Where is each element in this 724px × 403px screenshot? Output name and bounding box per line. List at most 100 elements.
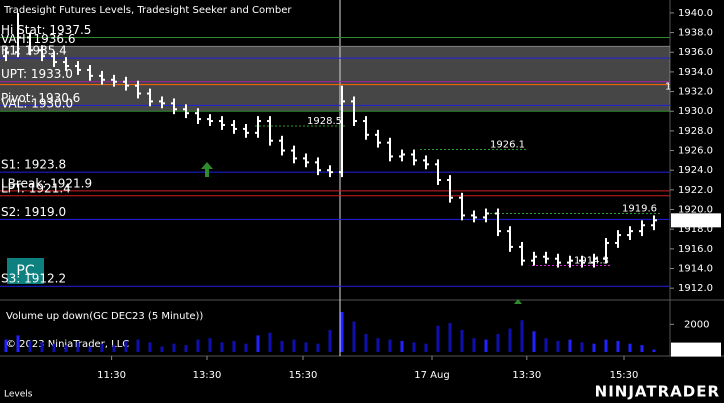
volume-bar bbox=[460, 329, 464, 352]
volume-bar bbox=[40, 342, 44, 352]
last-price-label: 1918.9 bbox=[680, 215, 715, 226]
marker-label: 1928.5 bbox=[307, 116, 342, 127]
y-tick-label: 1932.0 bbox=[678, 87, 713, 98]
volume-bar bbox=[316, 343, 320, 352]
y-tick-label: 1928.0 bbox=[678, 126, 713, 137]
volume-bar bbox=[496, 334, 500, 352]
volume-bar bbox=[28, 340, 32, 352]
arrow-up bbox=[201, 162, 213, 177]
volume-bar bbox=[292, 339, 296, 352]
volume-bar bbox=[640, 345, 644, 352]
volume-bar bbox=[100, 343, 104, 352]
volume-bar bbox=[256, 335, 260, 352]
volume-bar bbox=[508, 328, 512, 352]
pc-button-label[interactable]: PC bbox=[16, 263, 34, 279]
y-tick-label: 1940.0 bbox=[678, 8, 713, 19]
volume-bar bbox=[340, 311, 344, 352]
level-label: S2: 1919.0 bbox=[1, 205, 66, 219]
y-tick-label: 1912.0 bbox=[678, 283, 713, 294]
level-label: VAH: 1936.6 bbox=[1, 32, 76, 46]
volume-bar bbox=[268, 332, 272, 352]
level-label: VAL: 1930.0 bbox=[1, 97, 73, 111]
volume-bar bbox=[112, 345, 116, 352]
volume-bar bbox=[556, 340, 560, 352]
volume-bar bbox=[172, 343, 176, 352]
volume-bar bbox=[4, 339, 8, 352]
y-tick-label: 1924.0 bbox=[678, 165, 713, 176]
chart-title: Tradesight Futures Levels, Tradesight Se… bbox=[3, 5, 292, 16]
volume-bar bbox=[64, 345, 68, 352]
marker-label: 1914.3 bbox=[574, 256, 609, 267]
volume-bar bbox=[472, 338, 476, 352]
y-tick-label: 2000 bbox=[684, 319, 709, 330]
y-tick-label: 1936.0 bbox=[678, 47, 713, 58]
y-tick-label: 1918.0 bbox=[678, 224, 713, 235]
volume-bar bbox=[568, 339, 572, 352]
volume-bar bbox=[76, 342, 80, 352]
volume-bar bbox=[328, 329, 332, 352]
y-tick-label: 1930.0 bbox=[678, 106, 713, 117]
volume-bar bbox=[388, 339, 392, 352]
volume-bar bbox=[280, 340, 284, 352]
volume-bar bbox=[184, 345, 188, 352]
volume-bar bbox=[580, 342, 584, 352]
level-label: UPT: 1933.0 bbox=[1, 67, 73, 81]
level-label: 1 bbox=[665, 82, 671, 93]
volume-bar bbox=[208, 338, 212, 352]
y-tick-label: 1926.0 bbox=[678, 146, 713, 157]
volume-bar bbox=[232, 340, 236, 352]
y-tick-label: 1938.0 bbox=[678, 28, 713, 39]
level-label: S3: 1912.2 bbox=[1, 272, 66, 286]
level-label: Pivot: 1930.6 bbox=[1, 91, 80, 105]
volume-title: Volume up down(GC DEC23 (5 Minute)) bbox=[6, 311, 203, 322]
copyright: © 2023 NinjaTrader, LLC bbox=[6, 339, 129, 350]
y-tick-label: 1934.0 bbox=[678, 67, 713, 78]
brand-logo: NINJATRADER bbox=[595, 383, 720, 401]
y-tick-label: 1914.0 bbox=[678, 264, 713, 275]
volume-bar bbox=[412, 342, 416, 352]
x-tick-label: 13:30 bbox=[193, 370, 222, 381]
value-area bbox=[0, 46, 670, 112]
volume-bar bbox=[628, 343, 632, 352]
volume-bar bbox=[400, 340, 404, 352]
x-tick-label: 15:30 bbox=[610, 370, 639, 381]
volume-bar bbox=[52, 343, 56, 352]
volume-bar bbox=[544, 338, 548, 352]
volume-bar bbox=[520, 320, 524, 352]
arrow-up bbox=[514, 299, 522, 304]
volume-bar bbox=[616, 340, 620, 352]
volume-bar bbox=[652, 349, 656, 352]
marker-label: 1926.1 bbox=[490, 140, 525, 151]
y-tick-label: 1920.0 bbox=[678, 205, 713, 216]
y-tick-label: 1922.0 bbox=[678, 185, 713, 196]
volume-bar bbox=[196, 339, 200, 352]
last-volume-box bbox=[671, 342, 721, 357]
level-label: S1: 1923.8 bbox=[1, 158, 66, 172]
y-tick-label: 1916.0 bbox=[678, 244, 713, 255]
volume-bar bbox=[304, 342, 308, 352]
volume-bar bbox=[376, 338, 380, 352]
volume-bar bbox=[484, 339, 488, 352]
volume-bar bbox=[436, 325, 440, 352]
volume-bar bbox=[244, 343, 248, 352]
x-tick-label: 13:30 bbox=[512, 370, 541, 381]
volume-bar bbox=[124, 340, 128, 352]
volume-bar bbox=[352, 321, 356, 352]
level-label: R1: 1935.4 bbox=[1, 44, 67, 58]
x-tick-label: 17 Aug bbox=[414, 370, 449, 381]
pc-button[interactable] bbox=[7, 258, 44, 284]
volume-bar bbox=[148, 342, 152, 352]
level-label: LPT: 1921.4 bbox=[1, 181, 71, 195]
volume-bar bbox=[364, 334, 368, 352]
level-label: LBreak: 1921.9 bbox=[1, 176, 92, 190]
volume-bar bbox=[592, 343, 596, 352]
x-tick-label: 11:30 bbox=[97, 370, 126, 381]
tab-label[interactable]: Levels bbox=[4, 390, 33, 400]
volume-bar bbox=[532, 331, 536, 352]
volume-bar bbox=[220, 342, 224, 352]
x-tick-label: 15:30 bbox=[289, 370, 318, 381]
volume-bar bbox=[448, 322, 452, 352]
volume-bar bbox=[604, 339, 608, 352]
